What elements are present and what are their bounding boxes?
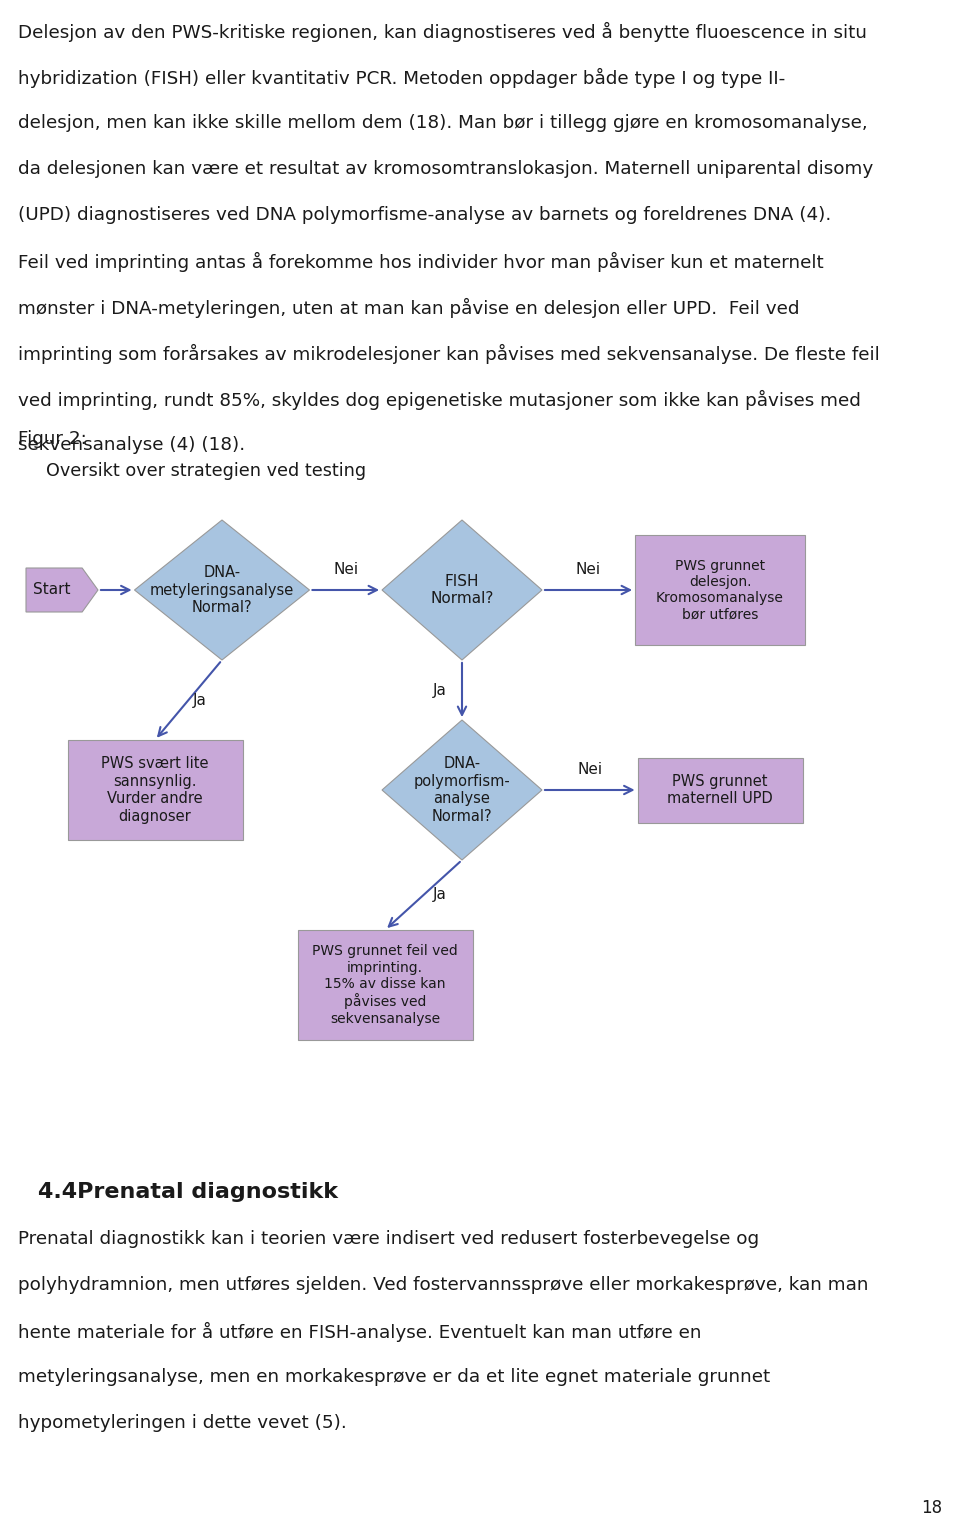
Text: (UPD) diagnostiseres ved DNA polymorfisme-analyse av barnets og foreldrenes DNA : (UPD) diagnostiseres ved DNA polymorfism…	[18, 207, 831, 224]
Text: Feil ved imprinting antas å forekomme hos individer hvor man påviser kun et mate: Feil ved imprinting antas å forekomme ho…	[18, 253, 824, 273]
Text: hypometyleringen i dette vevet (5).: hypometyleringen i dette vevet (5).	[18, 1415, 347, 1431]
Text: Oversikt over strategien ved testing: Oversikt over strategien ved testing	[46, 462, 366, 481]
Polygon shape	[26, 568, 98, 612]
Text: da delesjonen kan være et resultat av kromosomtranslokasjon. Maternell uniparent: da delesjonen kan være et resultat av kr…	[18, 161, 874, 178]
Text: Ja: Ja	[433, 888, 447, 902]
Text: 18: 18	[921, 1499, 942, 1517]
FancyBboxPatch shape	[635, 534, 805, 645]
Text: Ja: Ja	[193, 692, 207, 707]
Text: PWS grunnet
maternell UPD: PWS grunnet maternell UPD	[667, 773, 773, 807]
Text: Nei: Nei	[333, 562, 358, 577]
FancyBboxPatch shape	[67, 739, 243, 841]
Text: DNA-
polymorfism-
analyse
Normal?: DNA- polymorfism- analyse Normal?	[414, 756, 511, 824]
Text: polyhydramnion, men utføres sjelden. Ved fostervannssprøve eller morkakesprøve, : polyhydramnion, men utføres sjelden. Ved…	[18, 1275, 869, 1294]
Text: Delesjon av den PWS-kritiske regionen, kan diagnostiseres ved å benytte fluoesce: Delesjon av den PWS-kritiske regionen, k…	[18, 21, 867, 41]
Text: DNA-
metyleringsanalyse
Normal?: DNA- metyleringsanalyse Normal?	[150, 565, 294, 615]
Text: ved imprinting, rundt 85%, skyldes dog epigenetiske mutasjoner som ikke kan påvi: ved imprinting, rundt 85%, skyldes dog e…	[18, 390, 861, 410]
Text: Nei: Nei	[577, 762, 602, 778]
Text: mønster i DNA-metyleringen, uten at man kan påvise en delesjon eller UPD.  Feil : mønster i DNA-metyleringen, uten at man …	[18, 299, 800, 318]
Text: Prenatal diagnostikk kan i teorien være indisert ved redusert fosterbevegelse og: Prenatal diagnostikk kan i teorien være …	[18, 1229, 759, 1248]
FancyBboxPatch shape	[298, 929, 472, 1040]
Text: 4.4Prenatal diagnostikk: 4.4Prenatal diagnostikk	[38, 1182, 338, 1202]
Text: hente materiale for å utføre en FISH-analyse. Eventuelt kan man utføre en: hente materiale for å utføre en FISH-ana…	[18, 1321, 702, 1343]
Polygon shape	[382, 720, 542, 860]
Polygon shape	[382, 521, 542, 660]
Text: Figur 2:: Figur 2:	[18, 430, 86, 449]
Text: FISH
Normal?: FISH Normal?	[430, 574, 493, 606]
Text: PWS svært lite
sannsynlig.
Vurder andre
diagnoser: PWS svært lite sannsynlig. Vurder andre …	[101, 756, 208, 824]
Text: imprinting som forårsakes av mikrodelesjoner kan påvises med sekvensanalyse. De : imprinting som forårsakes av mikrodelesj…	[18, 344, 879, 364]
Text: PWS grunnet
delesjon.
Kromosomanalyse
bør utføres: PWS grunnet delesjon. Kromosomanalyse bø…	[656, 559, 784, 622]
Text: PWS grunnet feil ved
imprinting.
15% av disse kan
påvises ved
sekvensanalyse: PWS grunnet feil ved imprinting. 15% av …	[312, 945, 458, 1026]
Text: hybridization (FISH) eller kvantitativ PCR. Metoden oppdager både type I og type: hybridization (FISH) eller kvantitativ P…	[18, 67, 785, 89]
Text: Nei: Nei	[576, 562, 601, 577]
FancyBboxPatch shape	[637, 758, 803, 822]
Text: sekvensanalyse (4) (18).: sekvensanalyse (4) (18).	[18, 436, 245, 455]
Text: delesjon, men kan ikke skille mellom dem (18). Man bør i tillegg gjøre en kromos: delesjon, men kan ikke skille mellom dem…	[18, 113, 868, 132]
Polygon shape	[134, 521, 309, 660]
Text: metyleringsanalyse, men en morkakesprøve er da et lite egnet materiale grunnet: metyleringsanalyse, men en morkakesprøve…	[18, 1369, 770, 1386]
Text: Ja: Ja	[433, 683, 447, 698]
Text: Start: Start	[34, 582, 71, 597]
